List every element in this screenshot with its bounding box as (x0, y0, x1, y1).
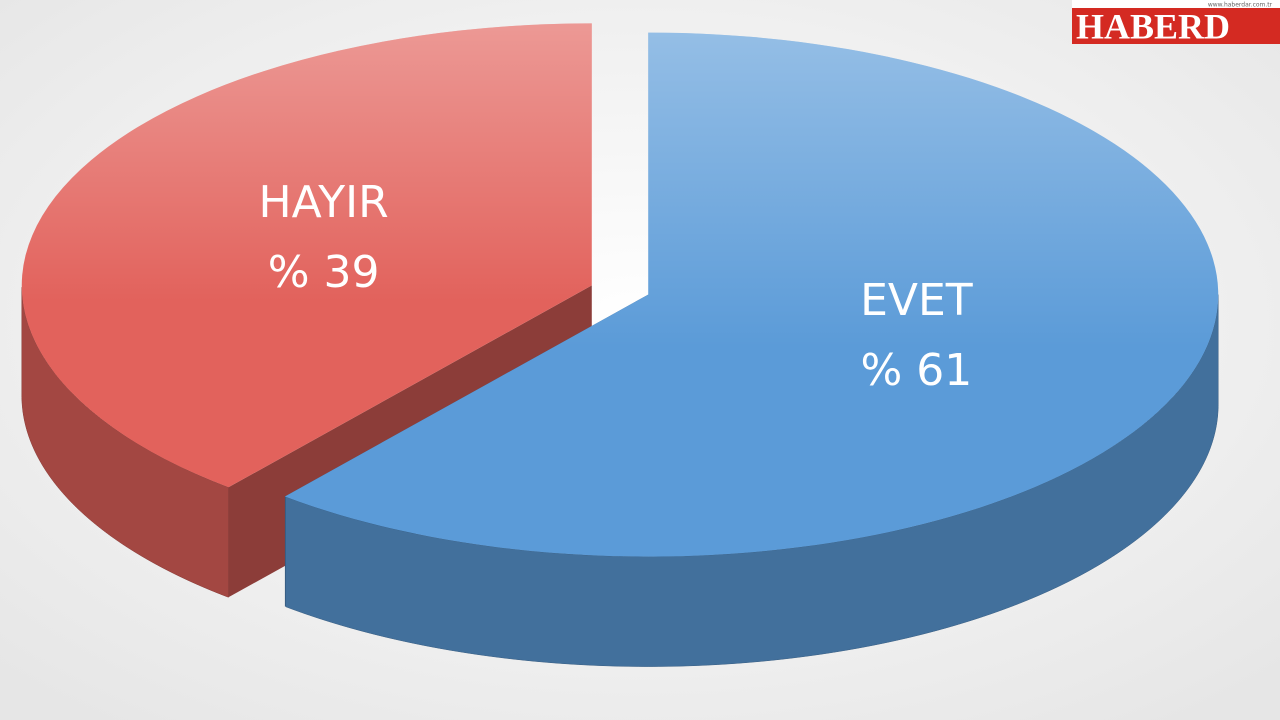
logo-strip (1072, 0, 1280, 8)
slice-value-label: % 61 (860, 345, 972, 396)
slice-category-label: EVET (860, 275, 973, 326)
pie-labels: HAYIR % 39 EVET % 61 (259, 177, 973, 396)
pie-tops (21, 23, 1219, 557)
logo-url: www.haberdar.com.tr (1208, 2, 1273, 9)
slice-category-label: HAYIR (259, 177, 389, 228)
logo-text: HABERD (1076, 6, 1230, 46)
slice-gloss (284, 32, 1219, 557)
slice-gloss (21, 23, 592, 488)
logo: www.haberdar.com.tr HABERD (1072, 0, 1280, 46)
slice-value-label: % 39 (268, 247, 380, 298)
